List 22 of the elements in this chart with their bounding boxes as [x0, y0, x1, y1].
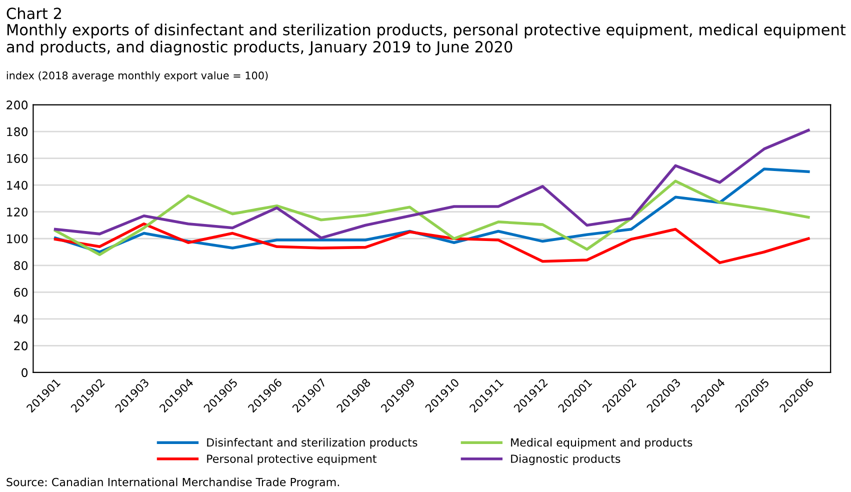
legend-label: Diagnostic products	[511, 454, 620, 466]
y-tick-label: 160	[7, 154, 28, 163]
y-tick-label: 100	[7, 234, 28, 244]
y-tick-label: 200	[6, 100, 28, 110]
source-note: Source: Canadian International Merchandise Trade Program.	[6, 478, 339, 488]
line-series	[54, 180, 810, 256]
y-tick-label: 120	[7, 208, 28, 217]
line-series	[54, 222, 810, 264]
line-series	[54, 128, 810, 240]
y-tick-label: 60	[14, 288, 28, 297]
chart-subtitle: Monthly exports of disinfectant and sterilization products, personal protective equipment, medical equipment and products, and diagnostic products, January 2019 to June 2020	[6, 24, 846, 56]
legend-label: Medical equipment and products	[511, 438, 692, 449]
y-tick-label: 20	[14, 341, 28, 350]
y-tick-label: 0	[22, 368, 28, 378]
y-tick-label: 40	[14, 314, 28, 324]
y-tick-label: 80	[14, 261, 28, 270]
legend-label: Disinfectant and sterilization products	[207, 438, 418, 449]
chart-title: Chart 2	[6, 7, 61, 20]
y-tick-label: 180	[7, 127, 28, 136]
legend-label: Personal protective equipment	[207, 454, 377, 466]
y-tick-label: 140	[7, 180, 28, 190]
y-axis-title: index (2018 average monthly export value = 100)	[6, 71, 268, 82]
